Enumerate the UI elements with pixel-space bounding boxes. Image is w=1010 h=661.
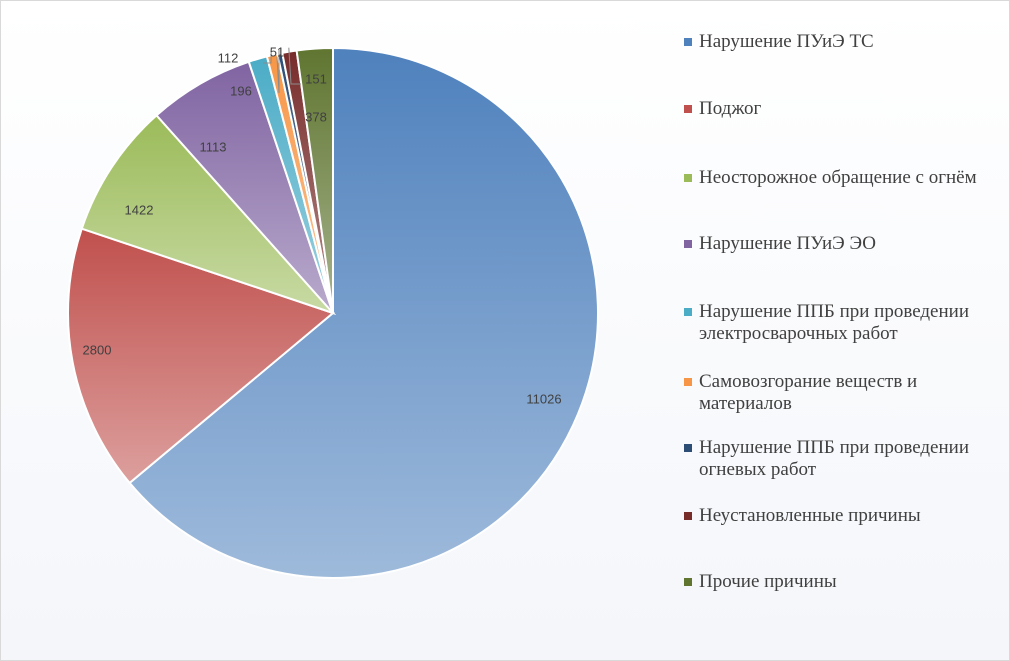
leader-line: [276, 49, 280, 94]
legend-item: Нарушение ППБ при проведении огневых раб…: [684, 437, 999, 481]
legend-item: Нарушение ПУиЭ ЭО: [684, 233, 999, 255]
leader-line: [288, 47, 301, 85]
legend-swatch: [684, 512, 692, 520]
leader-line: [263, 51, 272, 64]
data-label: 1422: [125, 202, 154, 217]
pie-slices: [67, 46, 599, 579]
legend-swatch: [684, 578, 692, 586]
pie-slice: [67, 227, 336, 485]
pie-slice: [128, 46, 599, 579]
leader-lines: [263, 47, 301, 94]
legend-item: Самовозгорание веществ и материалов: [684, 371, 999, 415]
legend-label: Нарушение ППБ при проведении огневых раб…: [699, 437, 969, 480]
legend-label: Нарушение ППБ при проведении электросвар…: [699, 301, 969, 344]
data-label: 51: [270, 44, 284, 59]
legend-swatch: [684, 38, 692, 46]
data-label: 112: [218, 50, 239, 65]
data-labels: 11026 2800 1422 1113 196 112 51 151 378: [83, 44, 562, 406]
legend-swatch: [684, 240, 692, 248]
pie-slice: [80, 113, 337, 316]
legend-item: Нарушение ППБ при проведении электросвар…: [684, 301, 999, 345]
legend-item: Прочие причины: [684, 571, 999, 593]
data-label: 196: [230, 83, 252, 98]
legend-label: Нарушение ПУиЭ ТС: [699, 31, 874, 52]
pie-slice: [295, 46, 334, 314]
data-label: 1113: [200, 139, 227, 154]
legend-item: Поджог: [684, 98, 999, 120]
legend-label: Неустановленные причины: [699, 505, 921, 526]
legend-label: Неосторожное обращение с огнём: [699, 167, 977, 188]
legend-label: Нарушение ПУиЭ ЭО: [699, 233, 876, 254]
legend-item: Неосторожное обращение с огнём: [684, 167, 999, 189]
legend-item: Неустановленные причины: [684, 505, 999, 527]
legend-item: Нарушение ПУиЭ ТС: [684, 31, 999, 53]
legend-swatch: [684, 174, 692, 182]
legend-swatch: [684, 308, 692, 316]
legend-swatch: [684, 378, 692, 386]
data-label: 151: [305, 71, 327, 86]
data-label: 11026: [526, 391, 561, 406]
legend-label: Самовозгорание веществ и материалов: [699, 371, 918, 414]
legend-swatch: [684, 105, 692, 113]
data-label: 378: [305, 109, 327, 124]
data-label: 2800: [83, 342, 112, 357]
legend-label: Прочие причины: [699, 571, 837, 592]
legend-swatch: [684, 444, 692, 452]
legend-label: Поджог: [699, 98, 762, 119]
